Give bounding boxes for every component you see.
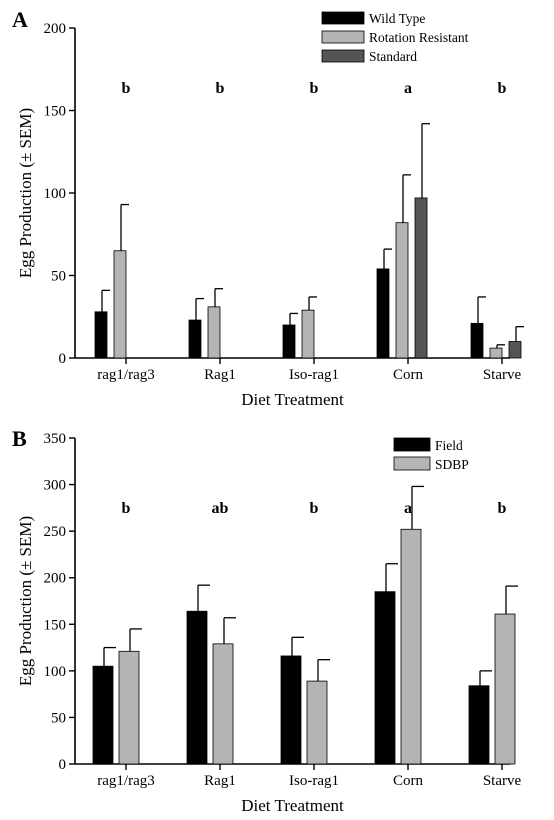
bar-field: [280, 655, 302, 765]
bar-field: [468, 685, 490, 765]
bar-sdbp: [118, 650, 140, 765]
significance-letter: b: [498, 80, 507, 97]
bar-rotation-resistant: [395, 222, 409, 359]
y-tick-label: 50: [51, 269, 66, 285]
x-tick-label: Corn: [393, 773, 424, 789]
bar-wild-type: [94, 311, 108, 359]
y-tick-label: 200: [44, 571, 67, 587]
y-tick-label: 200: [44, 21, 67, 37]
legend-label: Field: [435, 438, 463, 453]
y-axis-title: Egg Production (± SEM): [16, 108, 35, 278]
x-tick-label: rag1/rag3: [97, 773, 154, 789]
legend: Wild Type Rotation Resistant Standard: [321, 11, 469, 64]
bar-standard: [414, 197, 428, 359]
y-tick-label: 50: [51, 710, 66, 726]
legend-label: Standard: [369, 49, 417, 64]
significance-letter: b: [310, 80, 319, 97]
y-tick-label: 100: [44, 186, 67, 202]
significance-letter: b: [122, 80, 131, 97]
y-tick-label: 100: [44, 664, 67, 680]
x-tick-label: Iso-rag1: [289, 773, 339, 789]
bar-standard: [508, 341, 522, 359]
y-tick-label: 150: [44, 617, 67, 633]
significance-letter: ab: [212, 500, 229, 517]
x-tick-label: rag1/rag3: [97, 367, 154, 383]
bar-field: [92, 665, 114, 765]
y-axis-title: Egg Production (± SEM): [16, 516, 35, 686]
y-tick-label: 300: [44, 478, 67, 494]
bar-wild-type: [188, 319, 202, 359]
legend-label: Wild Type: [369, 11, 425, 26]
bar-wild-type: [376, 268, 390, 359]
y-tick-label: 0: [59, 351, 67, 367]
x-tick-label: Rag1: [204, 367, 236, 383]
bar-sdbp: [306, 680, 328, 765]
legend-swatch: [321, 11, 365, 25]
bar-rotation-resistant: [113, 250, 127, 359]
legend-swatch: [321, 30, 365, 44]
bar-field: [186, 610, 208, 765]
significance-letter: a: [404, 500, 412, 517]
bar-rotation-resistant: [489, 347, 503, 359]
legend-label: SDBP: [435, 457, 469, 472]
bar-rotation-resistant: [207, 306, 221, 359]
x-tick-label: Starve: [483, 773, 522, 789]
panel-label: A: [12, 7, 28, 32]
x-tick-label: Corn: [393, 367, 424, 383]
x-tick-label: Starve: [483, 367, 522, 383]
significance-letter: b: [498, 500, 507, 517]
legend-swatch: [393, 456, 431, 471]
chart-panel-a: A 0 50 100 150 200 Egg Production (± SEM) Diet …: [12, 7, 524, 409]
significance-letter: b: [122, 500, 131, 517]
y-tick-label: 150: [44, 104, 67, 120]
legend-swatch: [393, 437, 431, 452]
bar-wild-type: [470, 322, 484, 359]
x-axis-title: Diet Treatment: [241, 390, 344, 409]
y-tick-label: 350: [44, 431, 67, 447]
x-tick-label: Rag1: [204, 773, 236, 789]
x-axis-title: Diet Treatment: [241, 796, 344, 815]
bar-sdbp: [212, 643, 234, 765]
legend-label: Rotation Resistant: [369, 30, 469, 45]
bar-sdbp: [494, 613, 516, 765]
legend: Field SDBP: [393, 437, 469, 472]
significance-letter: b: [310, 500, 319, 517]
bar-sdbp: [400, 528, 422, 765]
bar-wild-type: [282, 324, 296, 359]
significance-letter: b: [216, 80, 225, 97]
x-tick-label: Iso-rag1: [289, 367, 339, 383]
bar-rotation-resistant: [301, 309, 315, 359]
chart-panel-b: B 0 50 100 150 200 250 300 350 Egg Production (± …: [12, 426, 521, 815]
significance-letter: a: [404, 80, 412, 97]
y-tick-label: 0: [59, 757, 67, 773]
bar-field: [374, 591, 396, 765]
panel-label: B: [12, 426, 27, 451]
y-tick-label: 250: [44, 524, 67, 540]
legend-swatch: [321, 49, 365, 63]
